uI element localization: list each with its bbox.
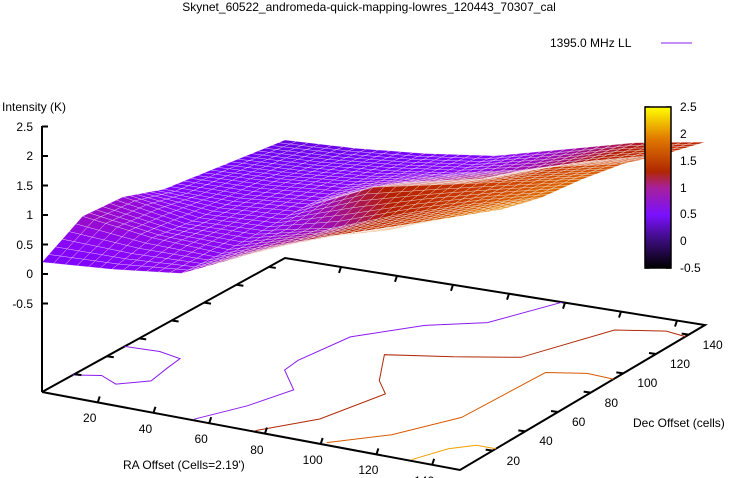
y-tick bbox=[648, 352, 657, 355]
contour-line-0.5 bbox=[193, 301, 563, 420]
contour-line-1 bbox=[255, 329, 686, 432]
y-tick-mirror bbox=[106, 355, 114, 359]
axes bbox=[41, 106, 689, 466]
x-tick-label: 140 bbox=[409, 474, 439, 478]
x-tick bbox=[263, 427, 268, 434]
z-tick-label: 1.5 bbox=[16, 178, 33, 193]
z-tick-label: 0 bbox=[26, 267, 33, 281]
colorbar bbox=[644, 106, 672, 269]
y-tick bbox=[583, 390, 591, 394]
y-tick-label: 40 bbox=[539, 434, 553, 449]
y-tick-mirror bbox=[236, 283, 244, 287]
y-tick-label: 20 bbox=[506, 453, 521, 468]
contour-line-2 bbox=[411, 444, 496, 461]
y-tick bbox=[550, 410, 559, 413]
colorbar-tick-label: 1 bbox=[680, 180, 687, 195]
contour-line-0.5 bbox=[72, 345, 182, 385]
y-tick-label: 80 bbox=[604, 395, 619, 410]
x-tick-mirror bbox=[338, 266, 342, 274]
x-tick-label: 80 bbox=[250, 442, 264, 457]
y-tick bbox=[681, 332, 689, 336]
colorbar-tick-label: -0.5 bbox=[680, 261, 701, 275]
x-tick-mirror bbox=[562, 302, 566, 309]
x-tick-label: 40 bbox=[138, 421, 153, 436]
x-tick bbox=[431, 458, 436, 466]
y-tick bbox=[616, 371, 624, 375]
colorbar-tick-label: 0 bbox=[680, 234, 687, 249]
chart-title: Skynet_60522_andromeda-quick-mapping-low… bbox=[182, 0, 556, 14]
x-tick-mirror bbox=[394, 275, 398, 283]
x-tick bbox=[208, 416, 213, 424]
x-tick-mirror bbox=[618, 311, 622, 318]
colorbar-tick-label: 2.5 bbox=[680, 100, 697, 114]
base-plane bbox=[41, 256, 708, 472]
x-axis-label: RA Offset (Cells=2.19') bbox=[123, 458, 245, 472]
y-tick-mirror bbox=[74, 373, 82, 377]
y-tick-mirror bbox=[268, 265, 276, 269]
z-axis-label: Intensity (K) bbox=[2, 100, 67, 114]
contour-line-1.5 bbox=[326, 371, 614, 444]
x-tick bbox=[319, 437, 324, 445]
y-tick bbox=[518, 429, 526, 433]
z-tick-label: -0.5 bbox=[12, 296, 33, 311]
x-tick-label: 20 bbox=[83, 411, 97, 426]
y-tick-mirror bbox=[171, 319, 179, 323]
x-tick-mirror bbox=[674, 320, 678, 327]
x-tick bbox=[152, 406, 157, 414]
legend-label: 1395.0 MHz LL bbox=[550, 36, 632, 50]
colorbar-tick-label: 1.5 bbox=[680, 153, 697, 168]
y-axis-label: Dec Offset (cells) bbox=[633, 416, 725, 430]
x-tick-label: 100 bbox=[302, 453, 323, 467]
colorbar-tick-label: 0.5 bbox=[680, 207, 697, 222]
y-tick-label: 60 bbox=[572, 415, 586, 429]
contour-lines bbox=[72, 301, 686, 461]
y-tick-mirror bbox=[139, 337, 147, 341]
z-tick-label: 2.5 bbox=[16, 119, 33, 134]
x-tick-label: 120 bbox=[358, 463, 379, 478]
y-tick bbox=[485, 448, 493, 452]
z-tick-label: 0.5 bbox=[16, 237, 33, 252]
x-tick bbox=[96, 396, 101, 403]
colorbar-tick-label: 2 bbox=[680, 126, 687, 141]
base-plane-border bbox=[41, 256, 708, 472]
surface-cell bbox=[448, 215, 467, 219]
surface-mesh bbox=[41, 139, 706, 274]
x-tick-mirror bbox=[506, 293, 510, 301]
z-tick-label: 1 bbox=[26, 208, 33, 222]
y-tick-mirror bbox=[203, 301, 212, 305]
x-tick bbox=[375, 448, 380, 455]
z-tick-label: 2 bbox=[26, 149, 33, 163]
x-tick-mirror bbox=[450, 284, 454, 292]
y-tick-label: 100 bbox=[637, 376, 658, 391]
x-tick-label: 60 bbox=[194, 432, 208, 447]
y-tick-label: 140 bbox=[702, 337, 723, 352]
y-tick-label: 120 bbox=[670, 357, 691, 371]
